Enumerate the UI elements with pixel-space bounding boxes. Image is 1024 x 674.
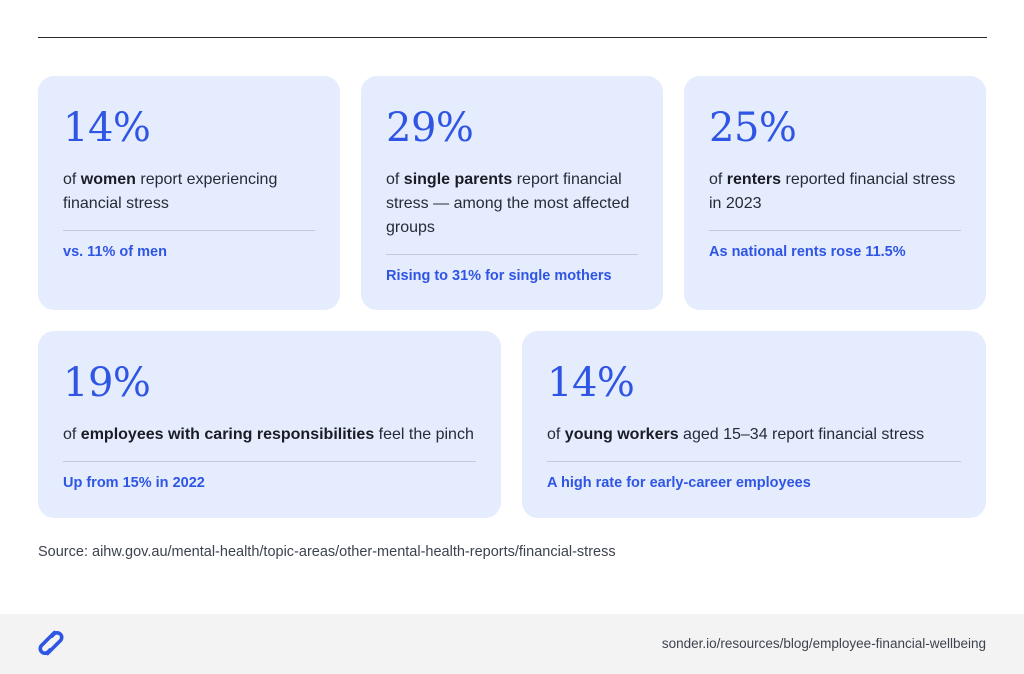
stat-note: Up from 15% in 2022 [63,475,205,491]
stat-card-young-workers: 14% of young workers aged 15–34 report f… [522,331,986,518]
stat-value: 29% [386,105,474,151]
top-divider [38,37,987,38]
stat-note: Rising to 31% for single mothers [386,268,612,284]
stat-card-single-parents: 29% of single parents report financial s… [361,76,663,310]
stat-card-renters: 25% of renters reported financial stress… [684,76,986,310]
stat-description: of single parents report financial stres… [386,171,630,236]
card-divider [63,230,315,231]
stat-value: 25% [709,105,797,151]
stat-value: 19% [63,360,151,406]
stat-value: 14% [63,105,151,151]
card-divider [709,230,961,231]
card-divider [386,254,638,255]
stat-note: A high rate for early-career employees [547,475,811,491]
stat-description: of young workers aged 15–34 report finan… [547,426,925,443]
stat-note: As national rents rose 11.5% [709,244,906,260]
card-divider [547,461,961,462]
footer-bar: sonder.io/resources/blog/employee-financ… [0,614,1024,674]
sonder-logo-icon[interactable] [37,629,65,657]
card-divider [63,461,476,462]
stat-value: 14% [547,360,635,406]
stat-description: of women report experiencing financial s… [63,171,278,212]
stat-note: vs. 11% of men [63,244,167,260]
stat-description: of renters reported financial stress in … [709,171,956,212]
source-citation: Source: aihw.gov.au/mental-health/topic-… [38,544,616,560]
stat-description: of employees with caring responsibilitie… [63,426,474,443]
stat-card-carers: 19% of employees with caring responsibil… [38,331,501,518]
stat-card-women: 14% of women report experiencing financi… [38,76,340,310]
footer-url-link[interactable]: sonder.io/resources/blog/employee-financ… [661,636,986,651]
